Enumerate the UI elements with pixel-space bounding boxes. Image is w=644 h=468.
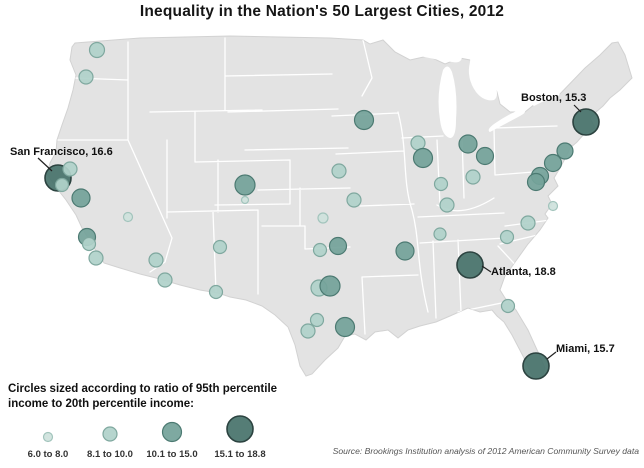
- legend-bucket-label: 15.1 to 18.8: [214, 449, 266, 460]
- city-bubble: [520, 215, 536, 231]
- city-bubble: [522, 352, 550, 380]
- legend-bucket-label: 10.1 to 15.0: [146, 449, 198, 460]
- callout-line: [37, 157, 53, 172]
- legend-title-line2: income to 20th percentile income:: [8, 398, 194, 410]
- city-bubble: [122, 211, 134, 223]
- city-bubble: [78, 69, 94, 85]
- city-bubble: [309, 312, 325, 328]
- legend-bubbles-layer: [42, 415, 254, 443]
- city-bubble: [328, 236, 348, 256]
- city-bubble: [148, 252, 164, 268]
- legend-bubble: [161, 421, 183, 443]
- lake-michigan-shape: [438, 66, 457, 138]
- city-bubble: [71, 188, 91, 208]
- city-bubble: [212, 239, 228, 255]
- city-bubble: [543, 153, 563, 173]
- city-bubble: [499, 229, 515, 245]
- city-bubble: [81, 236, 97, 252]
- lake-huron-shape: [468, 56, 497, 101]
- city-bubble: [456, 251, 484, 279]
- legend-bubble: [42, 431, 54, 443]
- city-bubble: [346, 192, 362, 208]
- lake-superior-shape: [383, 36, 462, 63]
- city-bubble: [353, 109, 375, 131]
- legend-bubble: [102, 426, 118, 442]
- city-value-label: San Francisco, 16.6: [10, 146, 113, 158]
- city-bubble: [88, 250, 104, 266]
- city-value-label: Atlanta, 18.8: [491, 266, 556, 278]
- callout-lines-layer: [37, 104, 582, 360]
- city-bubble: [556, 142, 574, 160]
- lake-ontario-shape: [532, 92, 560, 106]
- city-bubble: [319, 275, 341, 297]
- callout-line: [573, 104, 582, 113]
- city-bubble: [439, 197, 455, 213]
- city-bubble: [317, 212, 329, 224]
- city-value-label: Boston, 15.3: [521, 92, 587, 104]
- city-bubble: [331, 163, 347, 179]
- legend-bucket-label: 6.0 to 8.0: [27, 449, 69, 460]
- city-bubble: [157, 272, 173, 288]
- city-bubble: [395, 241, 415, 261]
- lake-erie-shape: [488, 108, 526, 132]
- city-bubble: [433, 227, 447, 241]
- city-bubble: [433, 176, 449, 192]
- chart-title: Inequality in the Nation's 50 Largest Ci…: [139, 3, 505, 20]
- city-bubble: [458, 134, 478, 154]
- city-bubble: [475, 146, 495, 166]
- city-bubble: [312, 242, 328, 258]
- city-bubble: [88, 41, 106, 59]
- city-bubble: [572, 108, 600, 136]
- city-value-label: Miami, 15.7: [556, 343, 615, 355]
- city-bubble: [412, 147, 434, 169]
- great-lakes: [383, 36, 560, 138]
- city-bubble: [547, 200, 559, 212]
- city-bubble: [334, 316, 356, 338]
- city-bubble: [465, 169, 481, 185]
- city-bubble: [62, 161, 78, 177]
- city-bubble: [500, 298, 516, 314]
- city-bubble: [234, 174, 256, 196]
- legend-bubble: [226, 415, 254, 443]
- callout-line: [481, 265, 492, 273]
- city-bubble: [526, 172, 546, 192]
- city-bubble: [300, 323, 316, 339]
- city-bubble: [410, 135, 426, 151]
- legend-bucket-label: 8.1 to 10.0: [87, 449, 133, 460]
- legend-title-line1: Circles sized according to ratio of 95th…: [8, 383, 278, 395]
- city-bubbles-layer: [44, 41, 600, 380]
- callout-line: [546, 351, 557, 360]
- city-bubble: [240, 195, 250, 205]
- source-note: Source: Brookings Institution analysis o…: [332, 446, 639, 456]
- city-bubble: [208, 284, 224, 300]
- legend-title: Circles sized according to ratio of 95th…: [8, 382, 277, 412]
- city-bubble: [54, 177, 70, 193]
